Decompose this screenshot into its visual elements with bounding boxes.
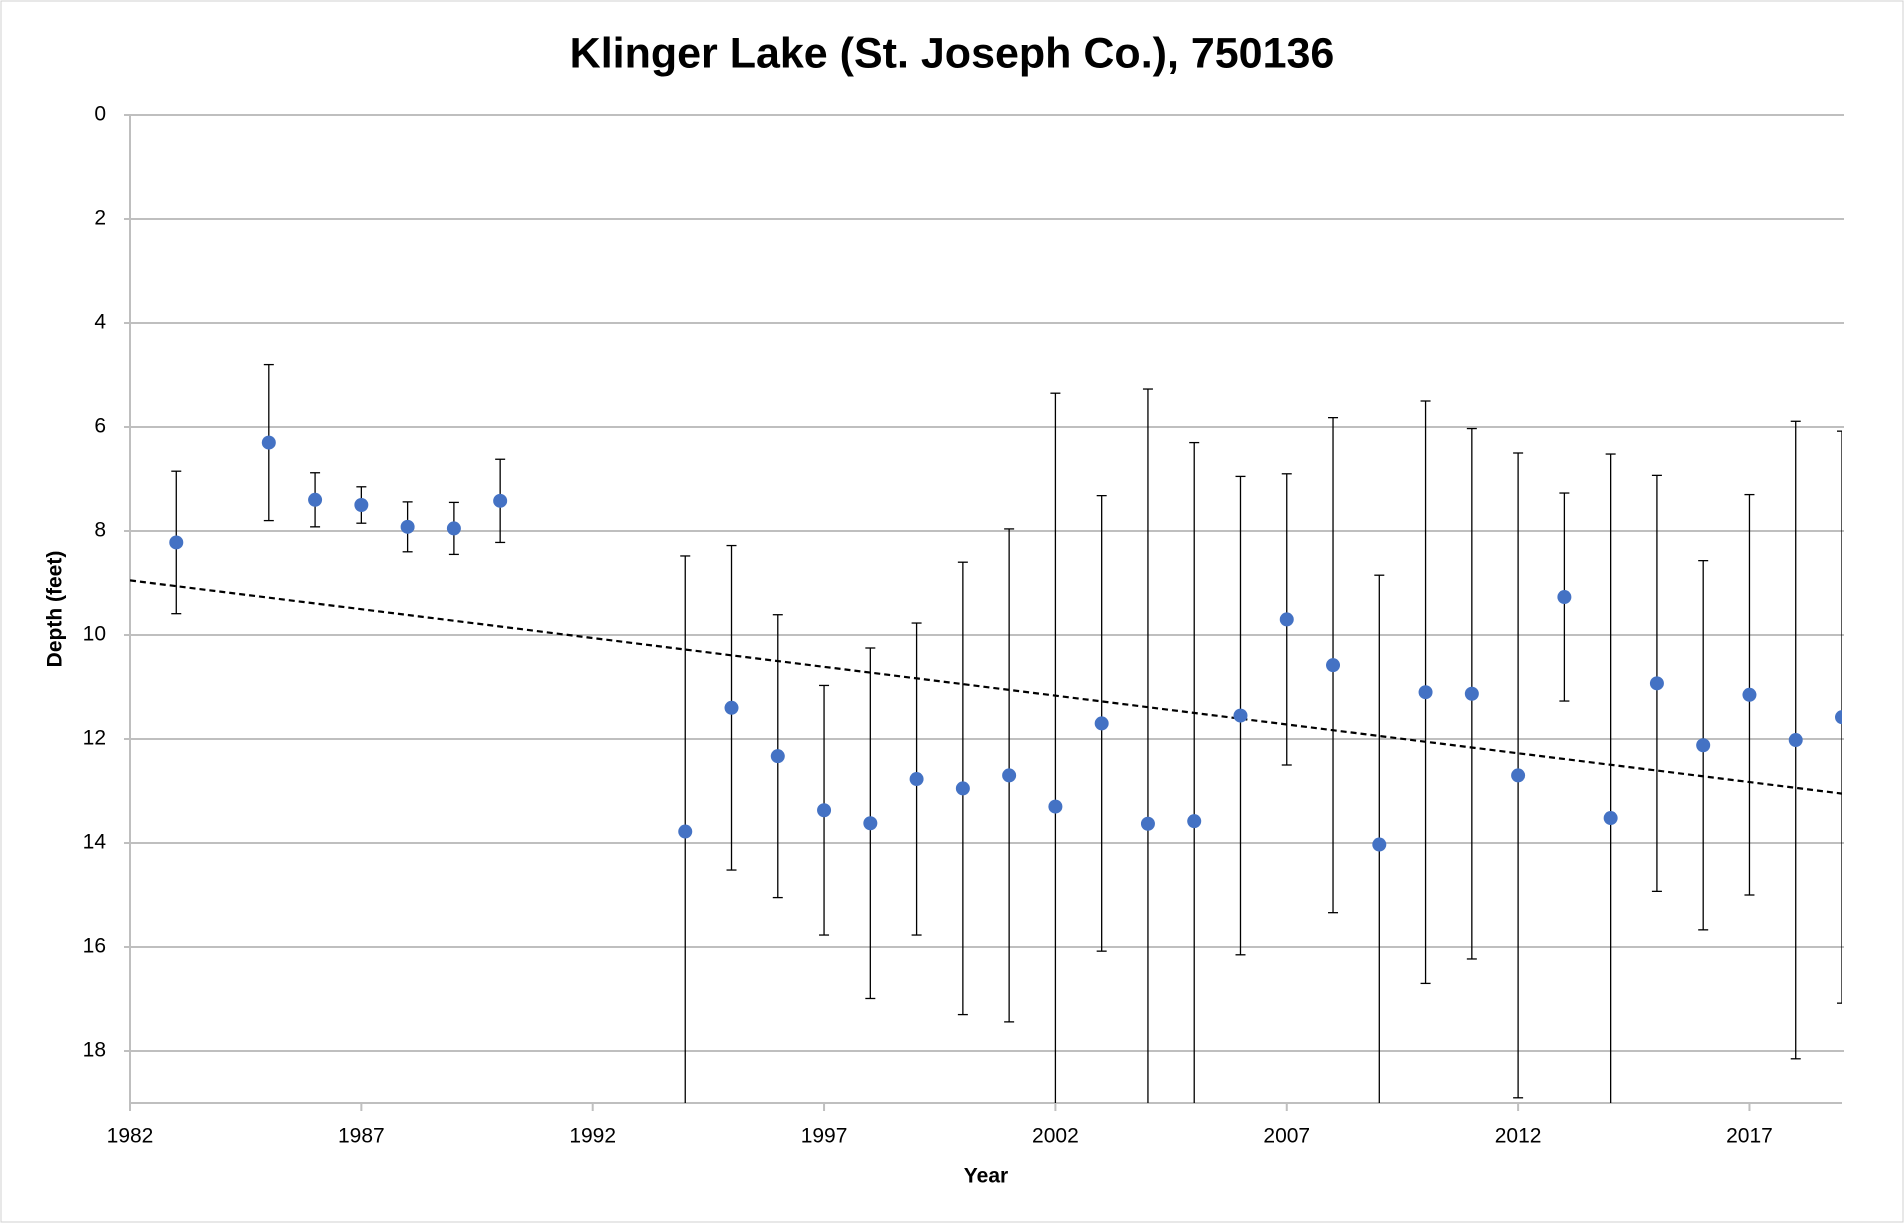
data-point — [308, 492, 323, 507]
y-tick-label: 14 — [83, 831, 107, 854]
x-tick-label: 2012 — [1495, 1125, 1542, 1148]
y-tick-label: 6 — [94, 415, 106, 438]
data-point — [1742, 687, 1757, 702]
data-point — [1511, 768, 1526, 783]
plot-area — [130, 363, 1842, 1103]
x-tick-label: 1982 — [107, 1125, 154, 1148]
y-tick-label: 12 — [83, 727, 106, 750]
data-point — [1696, 738, 1711, 753]
x-tick-label: 1987 — [338, 1125, 385, 1148]
data-point — [1048, 799, 1063, 814]
x-tick-label: 1997 — [801, 1125, 848, 1148]
data-point — [1835, 710, 1842, 725]
data-point — [1094, 716, 1109, 731]
data-point — [1788, 733, 1803, 748]
data-point — [1418, 685, 1433, 700]
data-point — [169, 535, 184, 550]
data-point — [446, 521, 461, 536]
data-point — [1233, 708, 1248, 723]
data-point — [1187, 814, 1202, 829]
y-tick-label: 10 — [83, 623, 106, 646]
data-point — [1326, 658, 1341, 673]
data-point — [354, 498, 369, 512]
x-tick-label: 1992 — [569, 1125, 616, 1148]
data-point — [1140, 816, 1155, 831]
data-point — [1372, 837, 1387, 852]
data-point — [770, 749, 785, 764]
data-point — [1649, 676, 1664, 691]
data-point — [1002, 768, 1017, 783]
x-tick-label: 2007 — [1263, 1125, 1310, 1148]
y-tick-label: 4 — [94, 311, 106, 334]
data-point — [1464, 686, 1479, 701]
data-point — [817, 803, 832, 818]
y-tick-label: 2 — [94, 207, 106, 230]
data-point — [955, 781, 970, 796]
chart-title: Klinger Lake (St. Joseph Co.), 750136 — [570, 29, 1335, 77]
data-point — [1603, 811, 1618, 826]
y-tick-label: 18 — [83, 1039, 106, 1062]
data-point — [909, 772, 924, 787]
x-axis-title: Year — [964, 1165, 1008, 1188]
data-point — [1279, 612, 1294, 627]
data-point — [493, 493, 508, 508]
y-tick-label: 8 — [94, 519, 106, 542]
data-point — [261, 435, 276, 450]
y-axis-title: Depth (feet) — [44, 551, 67, 668]
data-point — [863, 816, 878, 831]
x-tick-label: 2002 — [1032, 1125, 1079, 1148]
error-bar — [1837, 430, 1842, 1004]
data-point — [724, 700, 739, 715]
x-tick-label: 2017 — [1726, 1125, 1773, 1148]
y-tick-label: 16 — [83, 935, 106, 958]
data-point — [1557, 590, 1572, 605]
y-tick-label: 0 — [94, 103, 106, 126]
data-point — [400, 519, 415, 534]
trendline — [130, 579, 1842, 795]
data-point — [678, 824, 693, 839]
